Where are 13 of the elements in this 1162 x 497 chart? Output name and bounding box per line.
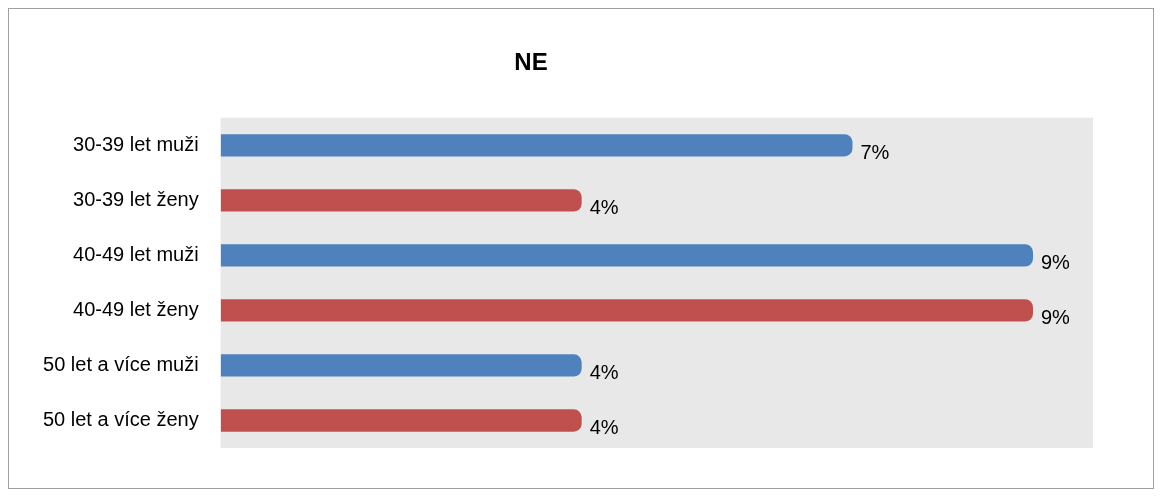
y-tick-label: 40-49 let ženy bbox=[73, 297, 199, 320]
data-label: 7% bbox=[860, 140, 890, 163]
y-tick-label: 50 let a více muži bbox=[43, 352, 199, 375]
data-label: 9% bbox=[1041, 250, 1071, 273]
y-tick-label: 30-39 let muži bbox=[73, 132, 199, 155]
data-label: 9% bbox=[1041, 305, 1071, 328]
data-label: 4% bbox=[589, 195, 619, 218]
y-tick-label: 40-49 let muži bbox=[73, 242, 199, 265]
chart-title: NE bbox=[514, 48, 548, 76]
data-label: 4% bbox=[589, 360, 619, 383]
y-tick-label: 50 let a více ženy bbox=[42, 408, 199, 430]
y-tick-label: 30-39 let ženy bbox=[73, 187, 199, 210]
data-label: 4% bbox=[589, 416, 619, 438]
